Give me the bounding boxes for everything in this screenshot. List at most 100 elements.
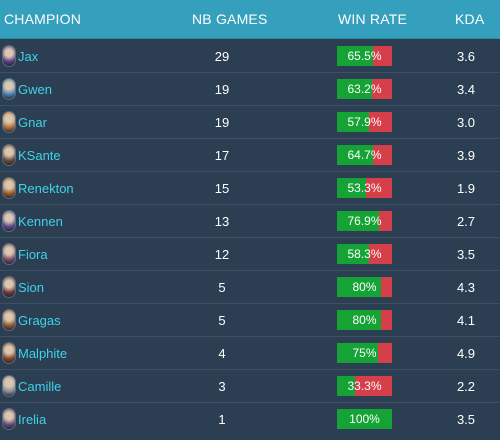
games-count: 5 <box>218 313 226 328</box>
table-row[interactable]: Jax 29 65.5% 3.6 <box>0 40 500 73</box>
kda-value: 4.3 <box>456 280 476 295</box>
winrate-fill <box>337 244 370 264</box>
kda-value: 3.5 <box>456 247 476 262</box>
champion-name-link[interactable]: Fiora <box>18 247 48 262</box>
kda-value: 3.0 <box>456 115 476 130</box>
games-count: 3 <box>218 379 226 394</box>
winrate-fill <box>337 46 374 66</box>
champion-portrait-icon <box>2 408 16 430</box>
champion-name-link[interactable]: Camille <box>18 379 62 394</box>
table-row[interactable]: Gwen 19 63.2% 3.4 <box>0 73 500 106</box>
games-count: 12 <box>214 247 230 262</box>
champion-portrait-icon <box>2 276 16 298</box>
winrate-bar: 57.9% <box>337 112 392 132</box>
kda-value: 3.6 <box>456 49 476 64</box>
games-count: 15 <box>214 181 230 196</box>
table-row[interactable]: KSante 17 64.7% 3.9 <box>0 139 500 172</box>
winrate-fill <box>337 310 381 330</box>
kda-value: 1.9 <box>456 181 476 196</box>
champion-name-link[interactable]: Renekton <box>18 181 74 196</box>
games-count: 5 <box>218 280 226 295</box>
champion-name-link[interactable]: Jax <box>18 49 39 64</box>
winrate-fill <box>337 409 392 429</box>
champion-portrait-icon <box>2 309 16 331</box>
winrate-bar: 53.3% <box>337 178 392 198</box>
champion-name-link[interactable]: Sion <box>18 280 45 295</box>
winrate-fill <box>337 376 356 396</box>
winrate-value: 33.3% <box>347 379 382 393</box>
winrate-value: 80% <box>352 313 377 327</box>
winrate-fill <box>337 145 373 165</box>
winrate-value: 57.9% <box>347 115 382 129</box>
winrate-fill <box>337 343 379 363</box>
column-header-champion[interactable]: CHAMPION <box>4 11 82 27</box>
winrate-bar: 58.3% <box>337 244 392 264</box>
kda-value: 3.5 <box>456 412 476 427</box>
table-header: CHAMPION NB GAMES WIN RATE KDA <box>0 0 500 39</box>
table-row[interactable]: Irelia 1 100% 3.5 <box>0 403 500 436</box>
champion-portrait-icon <box>2 375 16 397</box>
winrate-bar: 63.2% <box>337 79 392 99</box>
kda-value: 4.9 <box>456 346 476 361</box>
winrate-value: 58.3% <box>347 247 382 261</box>
champion-name-link[interactable]: Kennen <box>18 214 63 229</box>
table-body: Jax 29 65.5% 3.6 Gwen 19 63.2% 3.4 Gnar 19 57.9% 3.… <box>0 40 500 436</box>
games-count: 13 <box>214 214 230 229</box>
winrate-bar: 80% <box>337 310 392 330</box>
champion-portrait-icon <box>2 45 16 67</box>
champion-portrait-icon <box>2 177 16 199</box>
winrate-fill <box>337 211 380 231</box>
winrate-value: 80% <box>352 280 377 294</box>
winrate-bar: 75% <box>337 343 392 363</box>
column-header-kda[interactable]: KDA <box>455 11 485 27</box>
table-row[interactable]: Gnar 19 57.9% 3.0 <box>0 106 500 139</box>
kda-value: 3.4 <box>456 82 476 97</box>
champion-portrait-icon <box>2 210 16 232</box>
winrate-value: 100% <box>349 412 380 426</box>
winrate-bar: 80% <box>337 277 392 297</box>
kda-value: 3.9 <box>456 148 476 163</box>
winrate-fill <box>337 178 367 198</box>
kda-value: 2.7 <box>456 214 476 229</box>
games-count: 19 <box>214 82 230 97</box>
table-row[interactable]: Camille 3 33.3% 2.2 <box>0 370 500 403</box>
table-row[interactable]: Renekton 15 53.3% 1.9 <box>0 172 500 205</box>
winrate-bar: 65.5% <box>337 46 392 66</box>
column-header-games[interactable]: NB GAMES <box>192 11 268 27</box>
table-row[interactable]: Kennen 13 76.9% 2.7 <box>0 205 500 238</box>
champion-name-link[interactable]: KSante <box>18 148 61 163</box>
champion-portrait-icon <box>2 342 16 364</box>
column-header-winrate[interactable]: WIN RATE <box>338 11 408 27</box>
champion-name-link[interactable]: Gragas <box>18 313 61 328</box>
winrate-value: 53.3% <box>347 181 382 195</box>
champion-name-link[interactable]: Gnar <box>18 115 47 130</box>
kda-value: 2.2 <box>456 379 476 394</box>
winrate-bar: 64.7% <box>337 145 392 165</box>
winrate-value: 75% <box>352 346 377 360</box>
table-row[interactable]: Malphite 4 75% 4.9 <box>0 337 500 370</box>
games-count: 17 <box>214 148 230 163</box>
champion-portrait-icon <box>2 111 16 133</box>
games-count: 19 <box>214 115 230 130</box>
kda-value: 4.1 <box>456 313 476 328</box>
winrate-bar: 76.9% <box>337 211 392 231</box>
games-count: 1 <box>218 412 226 427</box>
winrate-value: 76.9% <box>347 214 382 228</box>
winrate-fill <box>337 277 381 297</box>
winrate-fill <box>337 79 372 99</box>
champion-portrait-icon <box>2 78 16 100</box>
champion-portrait-icon <box>2 144 16 166</box>
winrate-value: 63.2% <box>347 82 382 96</box>
champion-name-link[interactable]: Malphite <box>18 346 68 361</box>
table-row[interactable]: Gragas 5 80% 4.1 <box>0 304 500 337</box>
champion-name-link[interactable]: Gwen <box>18 82 52 97</box>
table-row[interactable]: Sion 5 80% 4.3 <box>0 271 500 304</box>
table-row[interactable]: Fiora 12 58.3% 3.5 <box>0 238 500 271</box>
games-count: 4 <box>218 346 226 361</box>
winrate-fill <box>337 112 369 132</box>
winrate-bar: 100% <box>337 409 392 429</box>
games-count: 29 <box>214 49 230 64</box>
winrate-bar: 33.3% <box>337 376 392 396</box>
champion-name-link[interactable]: Irelia <box>18 412 47 427</box>
